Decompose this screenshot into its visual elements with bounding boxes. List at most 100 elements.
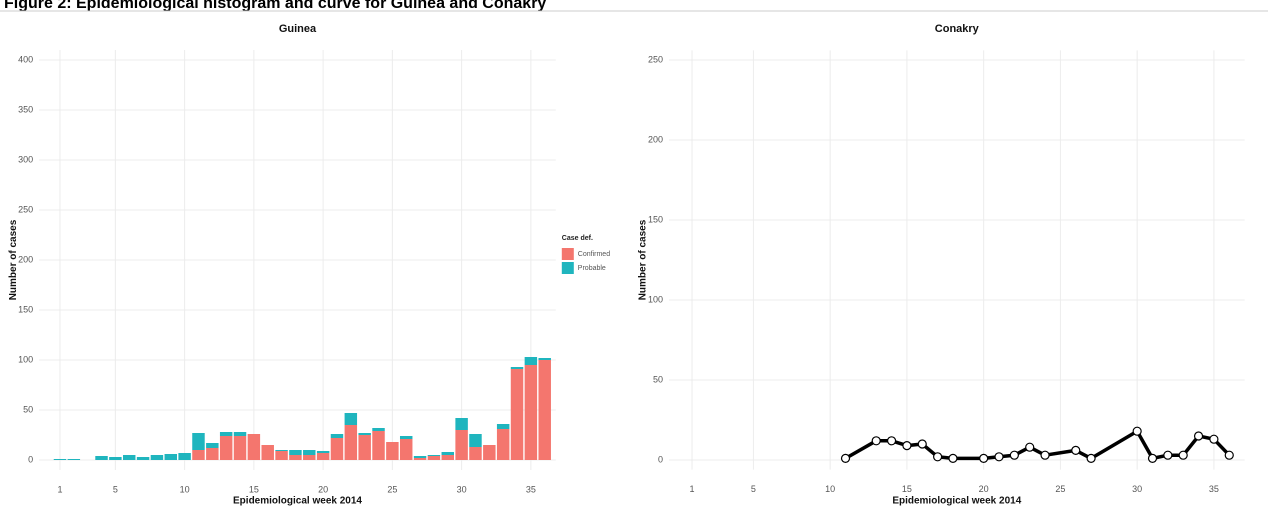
bar	[330, 434, 344, 438]
bar	[150, 455, 164, 460]
x-tick-label: 1	[690, 484, 695, 494]
point	[840, 453, 851, 463]
y-tick-label: 150	[648, 214, 663, 224]
x-tick-label: 10	[180, 484, 190, 494]
x-axis-label: Epidemiological week 2014	[233, 496, 362, 507]
point	[1193, 431, 1204, 441]
point	[1009, 450, 1019, 460]
x-tick-label: 30	[1132, 484, 1142, 494]
bar	[344, 413, 358, 425]
y-axis-label: Number of cases	[638, 219, 649, 300]
bar	[483, 445, 496, 460]
bar	[275, 451, 288, 460]
point	[1071, 445, 1081, 455]
bar	[538, 360, 551, 460]
bar	[122, 455, 136, 460]
x-tick-label: 25	[1055, 484, 1065, 494]
bar	[316, 451, 330, 453]
x-axis-label: Epidemiological week 2014	[892, 496, 1021, 507]
x-tick-label: 15	[249, 484, 259, 494]
legend-label: Confirmed	[578, 251, 610, 258]
point	[1178, 450, 1188, 460]
x-tick-label: 20	[318, 484, 328, 494]
bar	[510, 367, 524, 369]
point	[1025, 442, 1035, 452]
y-tick-label: 250	[18, 204, 33, 214]
y-axis-label: Number of cases	[8, 219, 19, 300]
point	[871, 436, 881, 446]
bar	[427, 455, 441, 456]
bar	[219, 432, 233, 436]
x-tick-label: 5	[113, 484, 118, 494]
bar	[358, 435, 371, 460]
x-tick-label: 35	[526, 484, 536, 494]
point	[1040, 450, 1050, 460]
point	[902, 441, 912, 451]
x-tick-label: 20	[979, 484, 989, 494]
legend-swatch	[561, 262, 574, 274]
bar	[247, 434, 261, 460]
bar	[399, 436, 413, 439]
bar	[358, 433, 371, 435]
y-tick-label: 0	[658, 454, 663, 464]
point	[1132, 426, 1142, 436]
bar	[233, 436, 247, 460]
chart-title: Guinea	[279, 23, 317, 35]
bar	[303, 450, 316, 455]
bar	[372, 431, 385, 460]
bar	[510, 369, 524, 460]
bar	[496, 424, 510, 429]
point	[948, 453, 958, 463]
point	[979, 453, 989, 463]
bar	[469, 434, 482, 447]
bar	[496, 429, 510, 460]
bar	[289, 450, 302, 455]
point	[1209, 434, 1219, 444]
y-tick-label: 150	[18, 304, 33, 314]
y-tick-label: 200	[648, 134, 663, 144]
legend-swatch	[561, 248, 574, 260]
bar	[413, 458, 427, 460]
bar	[441, 452, 455, 455]
x-tick-label: 10	[825, 484, 835, 494]
bar	[219, 436, 233, 460]
bar	[413, 456, 427, 458]
bar	[233, 432, 247, 436]
bar	[53, 459, 67, 460]
bar	[455, 418, 468, 430]
bar	[136, 457, 150, 460]
point	[917, 439, 927, 449]
bar	[109, 457, 122, 460]
bar	[469, 447, 482, 460]
point	[1147, 453, 1158, 463]
figure-title: Figure 2: Epidemiological histogram and …	[4, 0, 546, 12]
bar	[316, 453, 330, 460]
bar	[206, 443, 219, 448]
bar	[524, 365, 538, 460]
legend-label: Probable	[578, 265, 606, 272]
y-tick-label: 200	[18, 254, 33, 264]
bar	[386, 442, 399, 460]
bar	[427, 456, 441, 460]
bar	[372, 428, 385, 431]
bar	[289, 455, 302, 460]
y-tick-label: 50	[23, 404, 33, 414]
bar	[67, 459, 81, 460]
y-tick-label: 350	[18, 104, 33, 114]
y-tick-label: 400	[18, 54, 33, 64]
legend-title: Case def.	[562, 235, 593, 242]
bar	[95, 456, 108, 460]
point	[1224, 450, 1234, 460]
bar	[538, 358, 551, 360]
bar	[441, 455, 455, 460]
point	[994, 452, 1004, 462]
point	[1163, 450, 1173, 460]
point	[886, 436, 897, 446]
bar	[330, 438, 344, 460]
bar	[524, 357, 538, 365]
x-tick-label: 25	[387, 484, 397, 494]
bar	[399, 439, 413, 460]
bar	[275, 450, 288, 451]
